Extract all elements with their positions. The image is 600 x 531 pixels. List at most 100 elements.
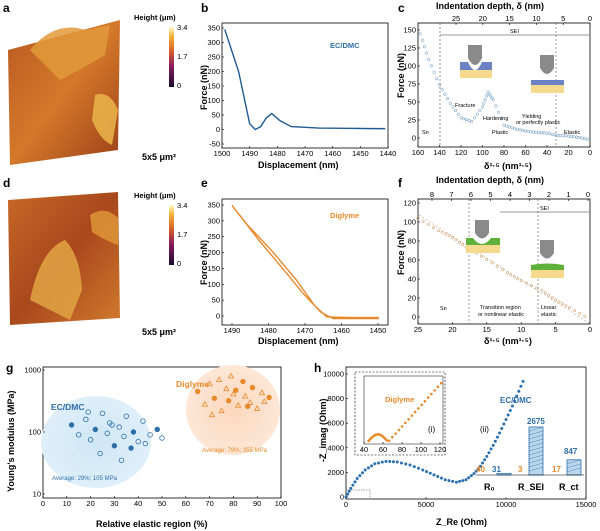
data-point-h (476, 467, 480, 471)
data-point-ecdmc (68, 422, 75, 428)
series-line-diglyme (231, 205, 379, 320)
data-point-h (399, 461, 403, 465)
ytick-f-label: 20 (408, 294, 416, 303)
annot-linear-1-f: Linear (541, 305, 556, 311)
annot-sn-f: Sn (440, 306, 447, 312)
cluster-ellipse-diglyme (186, 365, 280, 455)
ytick-b-label: 0 (216, 125, 220, 134)
data-point-diglyme (230, 390, 237, 397)
annot-yielding-1-c: Yielding (522, 114, 541, 120)
data-point-h (474, 469, 478, 473)
xtick-c-label: 0 (588, 148, 592, 157)
data-point-c (422, 45, 427, 49)
inset-tag-i: (i) (428, 425, 435, 434)
afm-ridge-d (30, 240, 82, 320)
data-point-c (490, 96, 494, 100)
data-point-f (519, 279, 523, 283)
ytick-c-label: 75 (408, 80, 416, 89)
inset-data-point (385, 439, 389, 442)
data-point-h (370, 464, 374, 468)
xtick-c-label: 60 (521, 148, 529, 157)
data-point-f (578, 311, 582, 315)
xtick-e-label: 1490 (224, 326, 241, 335)
inset-i-ticks: 40 60 80 100 120 (360, 442, 446, 454)
data-point-f (490, 261, 494, 265)
indenter-schematic-f2 (531, 240, 564, 278)
data-point-c (459, 116, 463, 120)
xtick-c-label: 120 (455, 148, 468, 157)
xtick-f-label: 25 (414, 325, 422, 334)
top-axis-label-f: Indentation depth, δ (nm) (436, 175, 544, 185)
data-point-h (404, 462, 408, 466)
ytick-h-label: 2000 (327, 468, 344, 477)
colorbar-a (169, 27, 174, 87)
xtick-g-label: 90 (253, 499, 261, 508)
ytick-f-label: 80 (408, 237, 416, 246)
data-point-ecdmc (135, 438, 141, 445)
data-point-c (487, 92, 491, 96)
bar-value-dg-rsei: 3 (518, 465, 523, 474)
annot-hardening-c: Hardening (483, 116, 508, 122)
xtick-g-label: 10 (63, 499, 71, 508)
data-point-h (363, 468, 367, 472)
toptick-f-label: 2 (547, 190, 551, 199)
inset-data-point (397, 428, 401, 432)
data-point-h (391, 460, 395, 464)
ytick-e-label: 50 (212, 296, 220, 305)
data-point-c (491, 98, 495, 102)
top-axis-label-c: Indentation depth, δ (nm) (436, 1, 544, 11)
colorbar-title-d: Height (μm) (134, 191, 176, 200)
bar-hatch (528, 458, 544, 464)
data-point-ecdmc (142, 440, 149, 447)
data-point-c (484, 94, 489, 98)
data-point-f (440, 230, 444, 234)
data-point-c (486, 90, 490, 94)
data-point-h (489, 447, 493, 451)
data-point-diglyme (215, 376, 223, 383)
data-point-c (510, 126, 514, 130)
bar-hatch (566, 459, 582, 464)
bar-value-ec-rsei: 2675 (527, 417, 545, 426)
data-point-ecdmc (159, 435, 165, 441)
toptick-f-label: 1 (566, 190, 570, 199)
data-point-h (472, 472, 476, 476)
ytick-c-label: 100 (403, 62, 416, 71)
data-point-h (517, 389, 521, 393)
data-point-c (523, 129, 528, 133)
plot-frame-b (221, 22, 389, 149)
annot-transition-2-f: or nonlinear elastic (478, 312, 524, 318)
xtick-c-label: 20 (564, 148, 572, 157)
panel-letter-d: d (3, 176, 10, 190)
legend-ecdmc-h: EC/DMC (500, 396, 532, 405)
data-point-h (495, 435, 499, 439)
inset-xtick-label: 60 (379, 445, 387, 454)
bar-value-dg-rct: 17 (552, 465, 561, 474)
data-point-c (420, 38, 424, 42)
inset-data-point (439, 381, 443, 385)
inset-data-point (404, 421, 407, 425)
bar-hatch (528, 466, 544, 472)
panel-b: b 1500 1490 1480 1470 1460 1450 14403503002502… (199, 1, 396, 170)
data-point-h (498, 431, 502, 435)
bar-value-dg-r0: 40 (476, 465, 485, 474)
xtick-c-label: 160 (412, 148, 425, 157)
data-point-c (497, 110, 501, 114)
data-point-c (585, 137, 589, 141)
xtick-f-label: 20 (448, 325, 456, 334)
xtick-g-label: 0 (41, 499, 45, 508)
inset-data-point (436, 385, 440, 389)
data-point-diglyme (246, 398, 254, 405)
data-point-h (421, 468, 425, 472)
data-point-h (519, 384, 523, 388)
panel-letter-h: h (314, 361, 321, 375)
xtick-b-label: 1450 (352, 149, 369, 158)
inset-data-point (400, 425, 404, 428)
bar-value-ec-rct: 847 (564, 447, 578, 456)
data-point-c (478, 108, 482, 113)
scale-label-d: 5x5 μm² (142, 327, 176, 337)
legend-ecdmc: EC/DMC (330, 41, 360, 50)
data-point-ecdmc (85, 409, 91, 415)
data-point-h (358, 474, 362, 478)
data-point-f (461, 243, 465, 247)
data-point-f (564, 304, 568, 308)
